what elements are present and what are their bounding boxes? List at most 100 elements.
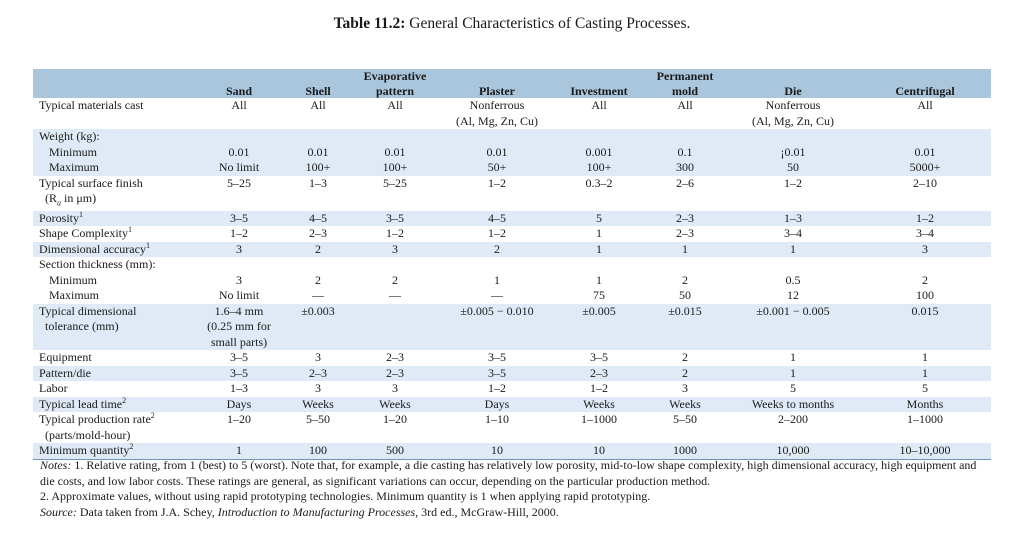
source-note: Source: Data taken from J.A. Schey, Intr… [40, 504, 559, 519]
table-cell: 5–25 [383, 175, 407, 190]
table-cell: 2 [439, 241, 555, 258]
table-cell: 75 [593, 288, 605, 303]
table-cell: 0.001 [555, 144, 643, 160]
table-cell: ±0.003 [285, 303, 351, 351]
table-cell: 3 [315, 350, 321, 365]
table-cell: 1 [922, 350, 928, 365]
table-cell: 3–5 [230, 350, 248, 365]
table-cell: Weeks [285, 396, 351, 413]
table-cell: 100+ [555, 160, 643, 176]
row-label: Section thickness (mm): [39, 257, 156, 272]
table-cell: All [917, 98, 933, 112]
table-row-section-max: Maximum No limit — — — 75 50 12 100 [33, 288, 991, 304]
row-label: Labor [39, 381, 68, 396]
row-label: Minimum [49, 272, 98, 287]
table-header-row: Sand Shell Evaporative pattern Plaster In… [33, 69, 991, 98]
table-cell: 1000 [643, 443, 727, 460]
row-label: Shape Complexity1 [39, 225, 132, 241]
table-cell: 1 [727, 365, 859, 382]
table-cell: All [310, 98, 326, 112]
table-row-equipment: Equipment 3–5 3 2–3 3–5 3–5 2 1 1 [33, 350, 991, 366]
table-cell: 1–10 [485, 412, 509, 427]
table-cell: 0.01 [439, 144, 555, 160]
table-cell: 3 [351, 241, 439, 258]
table-cell: 3–5 [193, 210, 285, 227]
table-row-section-min: Minimum 3 2 2 1 1 2 0.5 2 [33, 273, 991, 289]
table-cell: Months [859, 396, 991, 413]
table-cell: Nonferrous (Al, Mg, Zn, Cu) [456, 98, 538, 128]
table-cell: 0.3–2 [585, 175, 613, 190]
table-cell: 1–1000 [907, 412, 943, 427]
table-cell: Weeks [555, 396, 643, 413]
table-cell: No limit [193, 160, 285, 176]
table-cell: 10 [439, 443, 555, 460]
table-cell: 2–3 [676, 226, 694, 241]
header-shell: Shell [305, 83, 331, 98]
table-cell: 5000+ [859, 160, 991, 176]
table-cell: 3–5 [439, 365, 555, 382]
row-label: Typical materials cast [39, 98, 144, 112]
table-cell: — [491, 288, 503, 303]
table-cell: 0.01 [859, 144, 991, 160]
table-row-pattern-die: Pattern/die 3–5 2–3 2–3 3–5 2–3 2 1 1 [33, 365, 991, 382]
table-title: Table 11.2: General Characteristics of C… [0, 15, 1024, 33]
table-cell: 100+ [285, 160, 351, 176]
table-row-surface-finish: Typical surface finish (Ra in μm) 5–25 1… [33, 176, 991, 211]
table-cell: 1–3 [727, 210, 859, 227]
table-cell: 1–2 [386, 226, 404, 241]
table-cell: 12 [787, 288, 799, 303]
row-label: Typical dimensional tolerance (mm) [33, 303, 193, 351]
row-label: Equipment [39, 350, 92, 365]
table-cell: 3–4 [916, 226, 934, 241]
header-evaporative-pattern: Evaporative pattern [363, 69, 427, 98]
row-label: Dimensional accuracy1 [33, 241, 193, 258]
row-label: Maximum [33, 160, 193, 176]
table-cell: 10,000 [727, 443, 859, 460]
table-notes: Notes: 1. Relative rating, from 1 (best)… [40, 458, 990, 520]
table-cell: 4–5 [439, 210, 555, 227]
header-blank [33, 69, 193, 98]
table-cell: 2–200 [778, 412, 808, 427]
table-cell: 1–20 [227, 412, 251, 427]
table-cell: 0.1 [643, 144, 727, 160]
table-cell: 10–10,000 [859, 443, 991, 460]
table-cell: 3 [193, 241, 285, 258]
row-label: Typical surface finish (Ra in μm) [39, 175, 143, 208]
table-cell: 100 [916, 288, 934, 303]
table-cell: 3 [392, 381, 398, 396]
table-cell: 100+ [351, 160, 439, 176]
row-label: Weight (kg): [33, 129, 193, 145]
table-cell: 2 [392, 272, 398, 287]
table-cell: 5–50 [673, 412, 697, 427]
table-cell: 1 [494, 272, 500, 287]
table-row-porosity: Porosity1 3–5 4–5 3–5 4–5 5 2–3 1–3 1–2 [33, 210, 991, 227]
table-cell: 10 [555, 443, 643, 460]
table-cell: All [387, 98, 403, 112]
table-cell: 2–3 [643, 210, 727, 227]
table-cell: ±0.015 [643, 303, 727, 351]
table-cell: 1–2 [488, 175, 506, 190]
header-plaster: Plaster [479, 83, 515, 98]
table-cell: 3–5 [488, 350, 506, 365]
table-cell: 50 [679, 288, 691, 303]
table-cell: No limit [218, 288, 260, 303]
table-cell: 0.015 [859, 303, 991, 351]
table-cell [351, 303, 439, 351]
table-cell: 1–2 [488, 381, 506, 396]
table-cell: ±0.005 [555, 303, 643, 351]
table-cell: 1–2 [859, 210, 991, 227]
table-cell: 50 [727, 160, 859, 176]
table-cell: 2–10 [913, 175, 937, 190]
table-cell: Days [193, 396, 285, 413]
table-cell: 0.5 [785, 272, 801, 287]
table-cell: 1.6–4 mm (0.25 mm for small parts) [193, 303, 285, 351]
table-cell: 2–3 [386, 350, 404, 365]
table-cell: 1 [193, 443, 285, 460]
table-cell: 3 [315, 381, 321, 396]
table-cell: 3–5 [590, 350, 608, 365]
table-cell: 1 [643, 241, 727, 258]
table-cell: 1 [859, 365, 991, 382]
table-row-dimensional-accuracy: Dimensional accuracy1 3 2 3 2 1 1 1 3 [33, 241, 991, 258]
row-label: Maximum [49, 288, 99, 303]
